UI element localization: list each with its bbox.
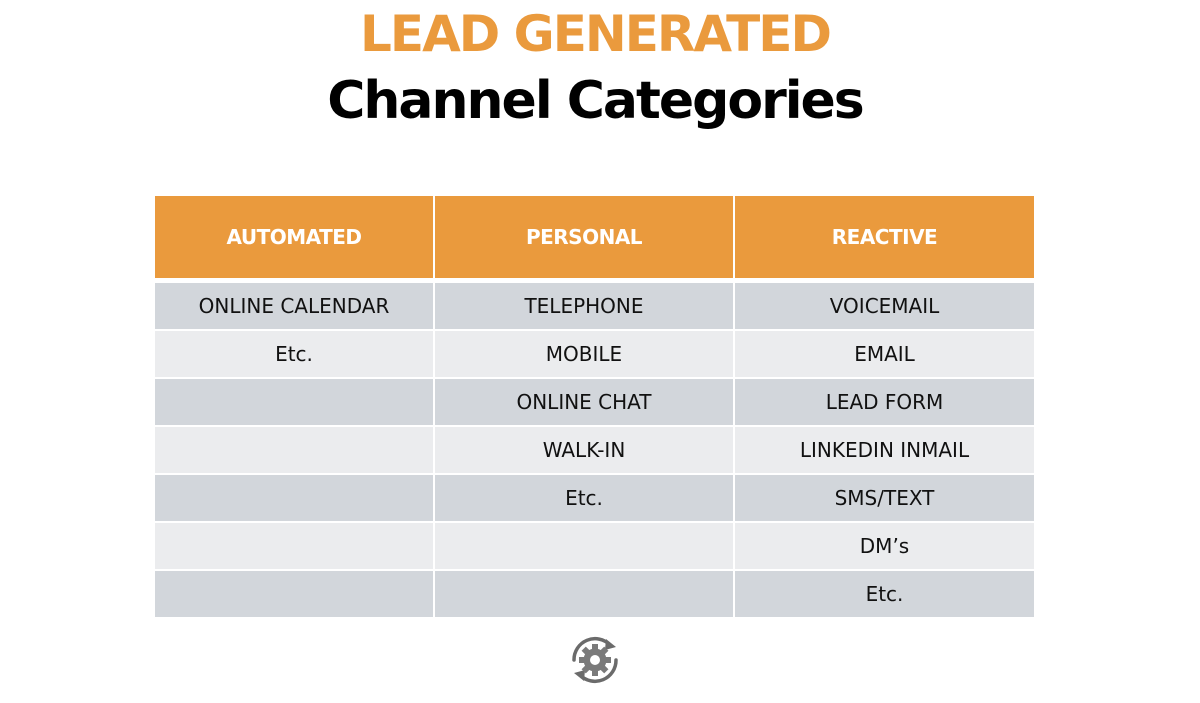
header-personal: PERSONAL [435,196,735,283]
table-cell: MOBILE [435,331,735,379]
table-cell: DM’s [735,523,1034,571]
table-row: DM’s [155,523,1034,571]
table-cell: SMS/TEXT [735,475,1034,523]
table-cell: EMAIL [735,331,1034,379]
table-row: ONLINE CALENDAR TELEPHONE VOICEMAIL [155,283,1034,331]
table-cell: VOICEMAIL [735,283,1034,331]
table-cell: Etc. [735,571,1034,619]
channel-categories-table: AUTOMATED PERSONAL REACTIVE ONLINE CALEN… [155,196,1034,619]
table-cell [155,571,435,619]
table-cell: ONLINE CALENDAR [155,283,435,331]
table-cell: TELEPHONE [435,283,735,331]
table-cell: Etc. [155,331,435,379]
table-cell [435,523,735,571]
title-lead-generated: LEAD GENERATED [360,5,832,63]
header-automated: AUTOMATED [155,196,435,283]
table-cell: ONLINE CHAT [435,379,735,427]
table-row: Etc. MOBILE EMAIL [155,331,1034,379]
table-cell: Etc. [435,475,735,523]
table-row: Etc. SMS/TEXT [155,475,1034,523]
table-cell [155,379,435,427]
table-cell [155,475,435,523]
table-row: Etc. [155,571,1034,619]
table-row: ONLINE CHAT LEAD FORM [155,379,1034,427]
table-cell [155,523,435,571]
table-cell [435,571,735,619]
title-channel-categories: Channel Categories [327,71,865,131]
gear-cycle-icon [572,636,618,684]
table-cell: LEAD FORM [735,379,1034,427]
table-cell: WALK-IN [435,427,735,475]
table-cell [155,427,435,475]
table-row: WALK-IN LINKEDIN INMAIL [155,427,1034,475]
table-header-row: AUTOMATED PERSONAL REACTIVE [155,196,1034,283]
table-cell: LINKEDIN INMAIL [735,427,1034,475]
header-reactive: REACTIVE [735,196,1034,283]
